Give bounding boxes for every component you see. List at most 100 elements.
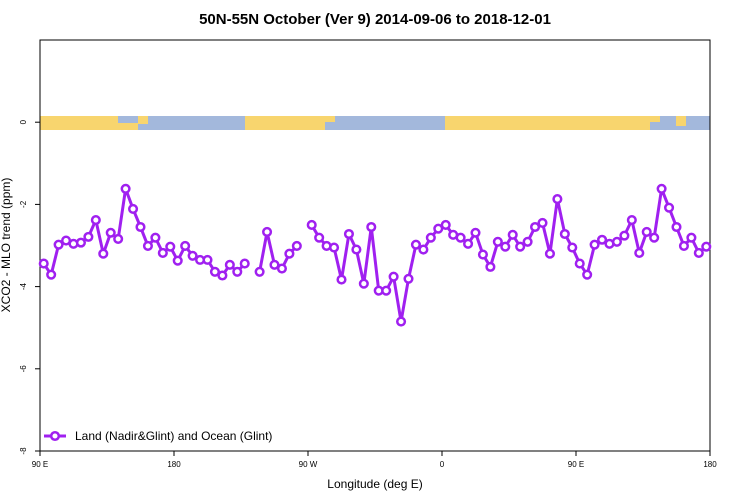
data-point xyxy=(485,261,496,272)
x-axis-label: Longitude (deg E) xyxy=(327,477,422,491)
data-point xyxy=(314,232,325,243)
data-point xyxy=(530,221,541,233)
data-point xyxy=(113,233,124,244)
data-point xyxy=(455,232,466,243)
data-point xyxy=(75,237,86,248)
data-point xyxy=(463,238,474,249)
data-point xyxy=(396,316,407,327)
data-point xyxy=(388,271,399,282)
data-point xyxy=(284,248,295,259)
data-point xyxy=(500,241,511,252)
data-point xyxy=(38,258,49,269)
data-point xyxy=(46,269,57,280)
x-tick-label: 90 W xyxy=(299,460,318,469)
data-point xyxy=(165,241,176,252)
data-point xyxy=(649,232,660,243)
data-point xyxy=(120,183,131,194)
data-point xyxy=(522,236,533,247)
data-point xyxy=(477,249,488,260)
data-point xyxy=(544,248,555,259)
data-point xyxy=(128,203,139,214)
data-point xyxy=(269,259,280,270)
data-point xyxy=(559,228,570,240)
data-point xyxy=(589,239,600,250)
x-tick-label: 180 xyxy=(703,460,717,469)
data-point xyxy=(552,194,563,205)
data-point xyxy=(150,232,161,243)
data-point xyxy=(597,234,608,245)
y-tick-label: -8 xyxy=(19,447,28,455)
data-point xyxy=(202,254,213,265)
y-tick-label: -2 xyxy=(19,200,28,208)
x-tick-label: 90 E xyxy=(32,460,48,469)
data-point xyxy=(329,242,340,253)
data-point xyxy=(254,266,265,277)
data-point xyxy=(537,217,548,228)
data-line xyxy=(42,187,708,324)
y-tick-label: -6 xyxy=(19,365,28,373)
x-tick-label: 180 xyxy=(167,460,181,469)
data-point xyxy=(634,247,645,258)
data-point xyxy=(180,240,191,251)
data-point xyxy=(418,244,429,255)
data-point xyxy=(98,248,109,259)
data-point xyxy=(433,223,444,234)
data-point xyxy=(232,266,243,277)
data-point xyxy=(403,273,414,284)
data-point xyxy=(410,239,421,250)
data-point xyxy=(678,240,689,251)
data-point xyxy=(574,258,585,269)
x-tick-label: 90 E xyxy=(568,460,584,469)
data-point xyxy=(366,221,377,233)
x-tick-label: 0 xyxy=(440,460,445,469)
data-point xyxy=(217,270,228,281)
data-point xyxy=(262,226,273,237)
data-point xyxy=(291,240,302,251)
y-axis-label: XCO2 - MLO trend (ppm) xyxy=(0,178,13,313)
data-point xyxy=(172,255,183,266)
y-tick-label: -4 xyxy=(19,282,28,290)
chart-title: 50N-55N October (Ver 9) 2014-09-06 to 20… xyxy=(199,11,551,28)
data-point xyxy=(90,214,101,226)
data-point xyxy=(664,202,675,213)
data-point xyxy=(492,236,503,247)
data-point xyxy=(142,240,153,251)
data-point xyxy=(470,227,481,238)
data-point xyxy=(671,221,682,233)
data-point xyxy=(351,244,362,255)
data-point xyxy=(440,219,451,230)
data-point xyxy=(567,242,578,253)
data-point xyxy=(626,214,637,226)
data-point xyxy=(187,250,198,261)
data-point xyxy=(224,259,235,270)
legend-label: Land (Nadir&Glint) and Ocean (Glint) xyxy=(75,429,272,443)
y-tick-label: 0 xyxy=(19,119,28,124)
data-point xyxy=(53,239,64,250)
data-point xyxy=(336,274,347,285)
data-point xyxy=(619,230,630,241)
data-point xyxy=(701,241,712,252)
data-point xyxy=(686,232,697,243)
data-point xyxy=(83,231,94,242)
data-point xyxy=(209,266,220,277)
data-point xyxy=(693,247,704,258)
legend-marker xyxy=(49,430,61,442)
data-point xyxy=(515,241,526,252)
data-point xyxy=(343,228,354,240)
data-point xyxy=(157,247,168,258)
data-point xyxy=(507,229,518,240)
data-point xyxy=(425,232,436,243)
data-point xyxy=(135,221,146,233)
data-point xyxy=(358,278,369,289)
data-point xyxy=(381,285,392,296)
data-point xyxy=(276,263,287,274)
data-point xyxy=(306,219,317,230)
land-ocean-strip xyxy=(40,116,710,130)
data-point xyxy=(611,236,622,247)
data-point xyxy=(582,269,593,280)
data-point xyxy=(656,183,667,194)
data-point xyxy=(239,258,250,269)
data-point xyxy=(105,227,116,238)
data-point xyxy=(641,226,652,237)
